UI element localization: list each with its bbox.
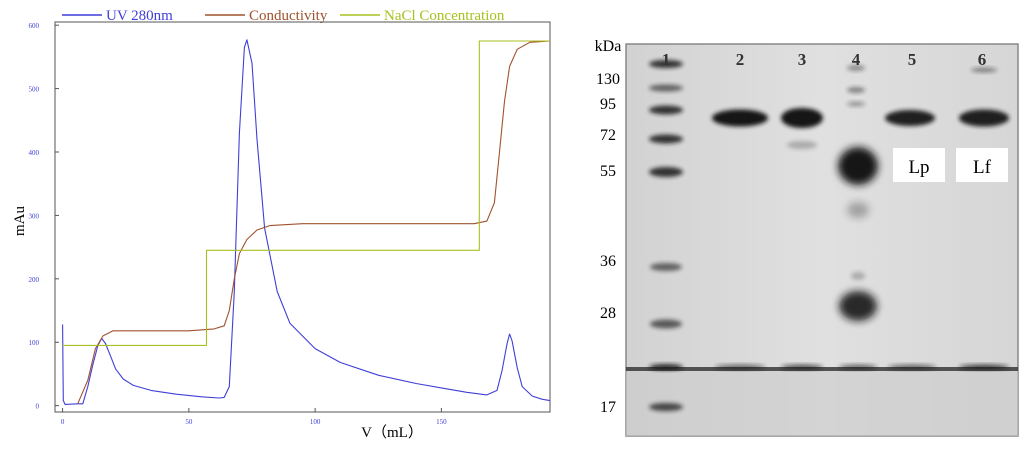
marker-label-36: 36 xyxy=(600,253,616,270)
series-line-0 xyxy=(62,39,551,405)
gel-band-4 xyxy=(649,167,683,177)
gel-band-19 xyxy=(959,109,1009,127)
marker-label-55: 55 xyxy=(600,163,616,180)
marker-label-17: 17 xyxy=(600,399,616,416)
gel-unit-label: kDa xyxy=(595,38,622,55)
lane-number-4: 4 xyxy=(852,50,861,69)
gel-band-13 xyxy=(847,101,865,107)
gel-band-3 xyxy=(649,134,683,144)
x-tick-label-150: 150 xyxy=(436,418,447,426)
axes xyxy=(54,21,551,413)
gel-band-8 xyxy=(712,109,768,127)
lane-label-box-lf xyxy=(956,148,1008,182)
y-tick-label-600: 600 xyxy=(29,22,40,30)
series-line-1 xyxy=(77,40,551,405)
gel-band-5 xyxy=(650,263,682,271)
lane-number-1: 1 xyxy=(662,50,671,69)
marker-label-28: 28 xyxy=(600,305,616,322)
gel-band-14 xyxy=(838,147,878,185)
gel-band-2 xyxy=(649,105,683,115)
gel-band-24 xyxy=(839,364,877,370)
y-tick-label-100: 100 xyxy=(29,339,40,347)
chromatogram-panel: UV 280nm Conductivity NaCl Concentration 0… xyxy=(12,8,551,441)
gel-band-9 xyxy=(781,108,823,128)
gel-band-0 xyxy=(649,60,683,68)
lane-number-2: 2 xyxy=(736,50,745,69)
gel-band-16 xyxy=(839,291,877,321)
y-axis-label: mAu xyxy=(12,206,28,237)
y-tick-label-200: 200 xyxy=(29,276,40,284)
lane-label-box-lp xyxy=(893,148,945,182)
gel-band-1 xyxy=(649,84,683,92)
x-tick-label-0: 0 xyxy=(61,418,65,426)
y-tick-label-400: 400 xyxy=(29,149,40,157)
lane-number-5: 5 xyxy=(908,50,917,69)
lane-number-3: 3 xyxy=(798,50,807,69)
series-line-2 xyxy=(62,40,550,346)
gel-band-20 xyxy=(971,67,997,73)
legend: UV 280nm Conductivity NaCl Concentration xyxy=(62,8,505,24)
legend-label-0: UV 280nm xyxy=(106,8,173,24)
gel-band-22 xyxy=(715,364,765,370)
gel-band-21 xyxy=(649,364,683,370)
axis-ticks: 0 50 100 150 0 100 200 300 400 500 600 xyxy=(29,22,448,426)
y-tick-label-300: 300 xyxy=(29,212,40,220)
gel-bottom-strip xyxy=(626,371,1018,436)
x-tick-label-50: 50 xyxy=(185,418,193,426)
gel-band-12 xyxy=(847,87,865,93)
gel-figure: kDa 130 95 72 55 36 28 17 1 2 3 4 5 6 Lp… xyxy=(595,38,1019,437)
gel-band-6 xyxy=(650,319,682,329)
gel-band-26 xyxy=(959,364,1009,370)
x-axis-label: V（mL） xyxy=(361,424,423,441)
plot-frame xyxy=(54,21,551,413)
gel-bands xyxy=(649,60,1009,411)
marker-label-72: 72 xyxy=(600,127,616,144)
y-tick-label-500: 500 xyxy=(29,86,40,94)
chromatogram-chart: UV 280nm Conductivity NaCl Concentration 0… xyxy=(12,8,551,441)
gel-band-7 xyxy=(649,403,683,411)
y-tick-label-0: 0 xyxy=(36,403,40,411)
lane-label-lp: Lp xyxy=(908,157,929,178)
legend-label-2: NaCl Concentration xyxy=(384,8,505,24)
x-tick-label-100: 100 xyxy=(310,418,321,426)
gel-band-23 xyxy=(781,364,823,370)
gel-band-10 xyxy=(787,141,817,149)
lane-label-lf: Lf xyxy=(973,157,992,178)
sds-page-gel-panel: kDa 130 95 72 55 36 28 17 1 2 3 4 5 6 Lp… xyxy=(580,0,1024,445)
series-group xyxy=(62,39,551,405)
marker-label-95: 95 xyxy=(600,96,616,113)
gel-band-18 xyxy=(885,110,935,126)
gel-band-15 xyxy=(847,202,869,218)
gel-band-17 xyxy=(851,272,865,280)
gel-band-11 xyxy=(847,65,865,71)
gel-band-25 xyxy=(888,364,936,370)
legend-label-1: Conductivity xyxy=(249,8,328,24)
lane-number-6: 6 xyxy=(978,50,987,69)
marker-label-130: 130 xyxy=(596,71,620,88)
